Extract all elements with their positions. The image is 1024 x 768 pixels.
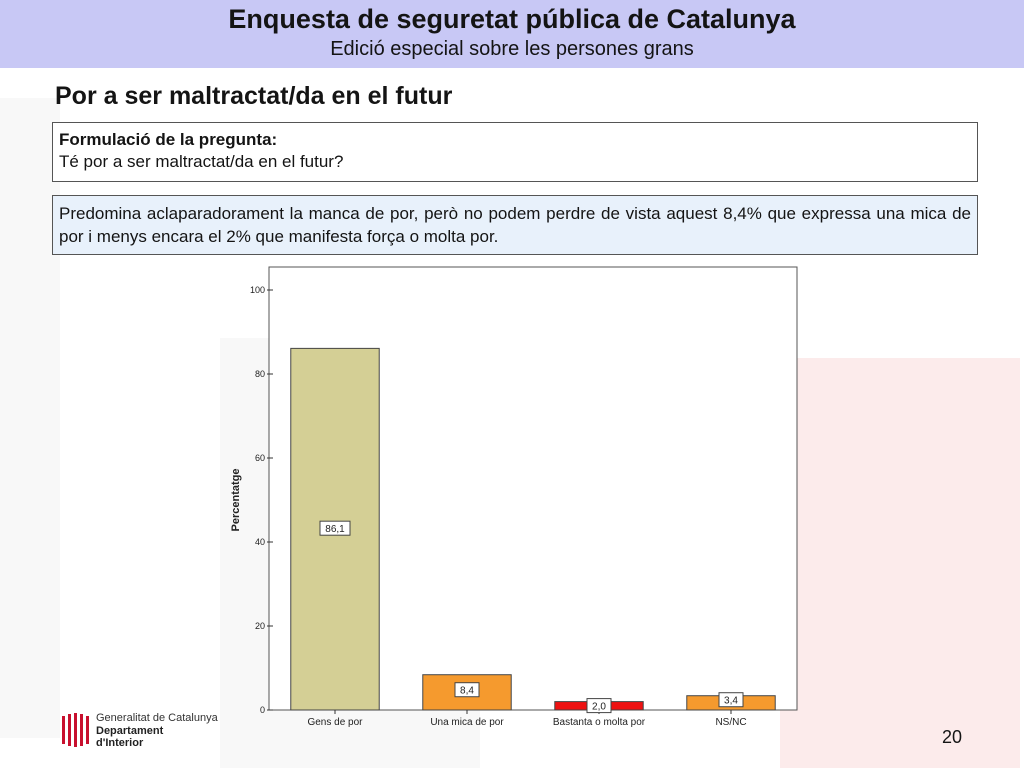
y-tick-label: 0 xyxy=(260,705,265,715)
summary-box: Predomina aclaparadorament la manca de p… xyxy=(52,195,978,255)
page-number: 20 xyxy=(941,727,962,747)
x-tick-label: Gens de por xyxy=(307,717,363,728)
generalitat-emblem-icon xyxy=(60,712,90,748)
header-bar: Enquesta de seguretat pública de Catalun… xyxy=(0,0,1024,68)
summary-text: Predomina aclaparadorament la manca de p… xyxy=(59,204,971,246)
y-axis-label: Percentatge xyxy=(230,469,242,532)
logo-line-2: Departament xyxy=(96,725,164,737)
header-title: Enquesta de seguretat pública de Catalun… xyxy=(228,4,796,34)
x-tick-label: Una mica de por xyxy=(430,717,504,728)
generalitat-logo: Generalitat de Catalunya Departament d'I… xyxy=(60,710,230,750)
data-label-box xyxy=(718,692,744,708)
logo-line-3: d'Interior xyxy=(96,737,144,749)
data-label: 8,4 xyxy=(460,686,474,697)
logo-line-1: Generalitat de Catalunya xyxy=(96,712,218,724)
data-label-box xyxy=(586,698,612,714)
question-box: Formulació de la pregunta: Té por a ser … xyxy=(52,122,978,182)
header-subtitle: Edició especial sobre les persones grans xyxy=(330,38,694,60)
chart-svg: 0 20 40 60 80 100 Percentatge Gens de por 86,1 Un… xyxy=(230,266,798,728)
data-label-box xyxy=(319,520,351,536)
data-label: 2,0 xyxy=(592,702,606,713)
x-tick-label: Bastanta o molta por xyxy=(553,717,646,728)
y-tick-label: 20 xyxy=(255,621,265,631)
y-tick-label: 100 xyxy=(250,285,265,295)
slide-title: Por a ser maltractat/da en el futur xyxy=(55,82,453,110)
data-label-box xyxy=(454,682,480,698)
question-text: Té por a ser maltractat/da en el futur? xyxy=(59,152,344,171)
y-tick-label: 80 xyxy=(255,369,265,379)
y-tick-label: 40 xyxy=(255,537,265,547)
bar-chart: 0 20 40 60 80 100 Percentatge Gens de por 86,1 Un… xyxy=(220,262,800,737)
data-label: 86,1 xyxy=(325,524,345,535)
question-label: Formulació de la pregunta: xyxy=(59,130,278,149)
data-label: 3,4 xyxy=(724,696,738,707)
y-tick-label: 60 xyxy=(255,453,265,463)
x-tick-label: NS/NC xyxy=(715,717,746,728)
